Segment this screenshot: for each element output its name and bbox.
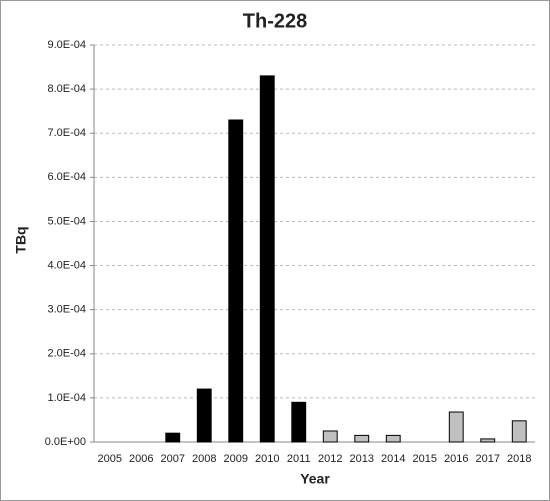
chart-title: Th-228	[243, 10, 307, 32]
bar	[165, 432, 181, 443]
x-tick-label: 2017	[476, 453, 500, 465]
bar	[448, 411, 464, 443]
bar	[291, 401, 307, 443]
x-tick-label: 2007	[161, 453, 185, 465]
x-tick-label: 2012	[318, 453, 342, 465]
x-tick-label: 2011	[287, 453, 311, 465]
bar	[322, 430, 338, 443]
y-tick-label: 7.0E-04	[47, 127, 86, 139]
bar	[385, 434, 401, 443]
x-tick-label: 2013	[350, 453, 374, 465]
x-tick-label: 2006	[129, 453, 153, 465]
y-tick-label: 6.0E-04	[47, 171, 86, 183]
y-tick-label: 2.0E-04	[47, 348, 86, 360]
x-tick-label: 2010	[255, 453, 279, 465]
bar	[228, 119, 244, 443]
x-tick-label: 2005	[98, 453, 122, 465]
x-tick-label: 2015	[413, 453, 437, 465]
x-tick-label: 2009	[224, 453, 248, 465]
bar	[511, 420, 527, 443]
y-tick-label: 0.0E+00	[45, 436, 86, 448]
x-tick-label: 2014	[381, 453, 405, 465]
y-tick-label: 5.0E-04	[47, 215, 86, 227]
bar	[196, 388, 212, 443]
bar	[259, 75, 275, 443]
y-tick-label: 1.0E-04	[47, 392, 86, 404]
y-tick-label: 4.0E-04	[47, 259, 86, 271]
y-tick-label: 8.0E-04	[47, 83, 86, 95]
y-tick-label: 3.0E-04	[47, 304, 86, 316]
x-tick-label: 2016	[444, 453, 468, 465]
bar	[480, 438, 496, 443]
y-tick-label: 9.0E-04	[47, 39, 86, 51]
bar	[354, 434, 370, 443]
x-tick-label: 2008	[192, 453, 216, 465]
x-axis-label: Year	[300, 471, 330, 487]
y-axis-label: TBq	[13, 226, 29, 253]
x-tick-label: 2018	[507, 453, 531, 465]
